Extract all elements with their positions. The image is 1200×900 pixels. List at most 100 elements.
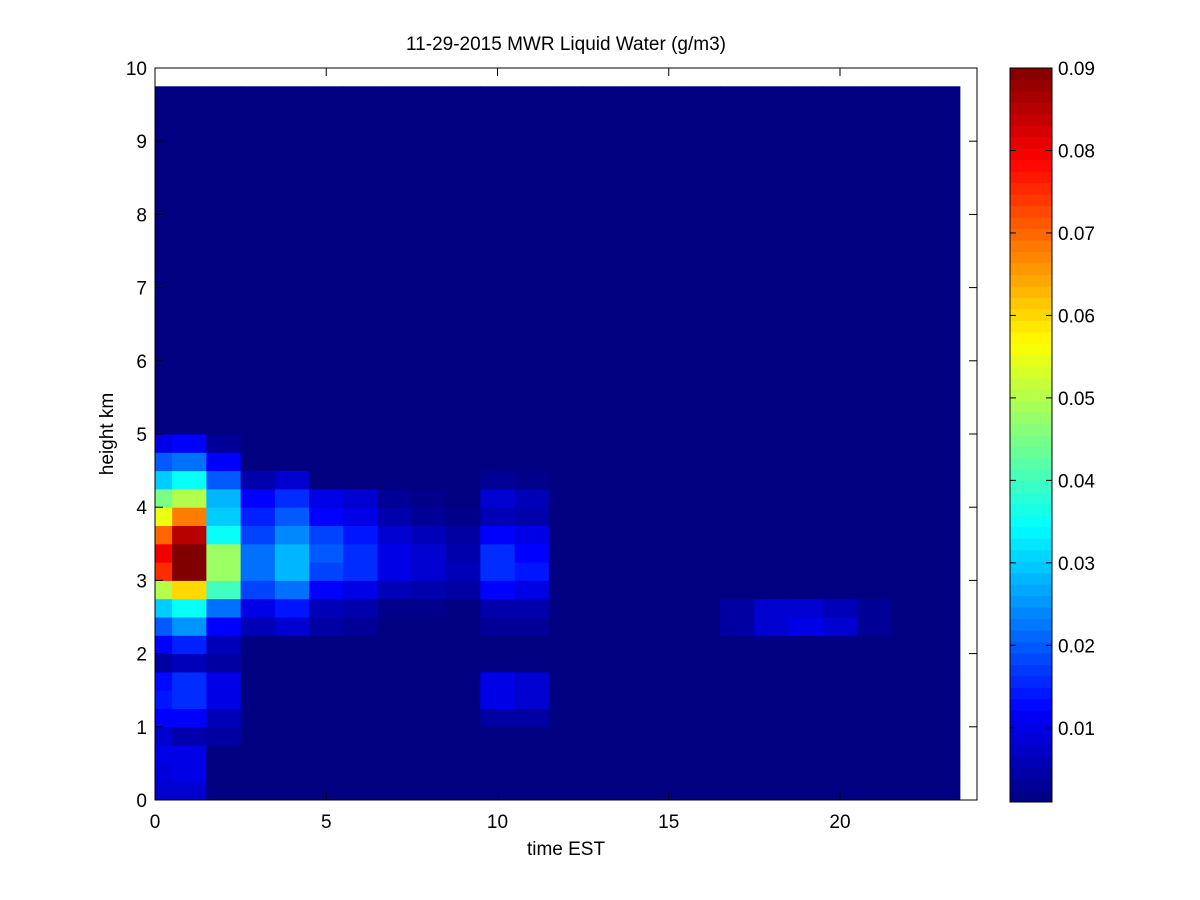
heat-cell (172, 617, 207, 636)
heat-cell (583, 726, 618, 746)
heat-cell (309, 507, 344, 526)
heat-cell (309, 562, 344, 581)
heat-cell (206, 653, 242, 673)
heat-cell (377, 653, 413, 673)
heat-cell (514, 653, 550, 673)
heat-cell (788, 745, 824, 764)
heat-cell (891, 617, 927, 636)
heat-cell (925, 763, 961, 783)
heat-cell (925, 726, 961, 746)
heat-cell (274, 562, 310, 581)
heat-cell (309, 580, 344, 600)
heat-cell (343, 598, 379, 618)
heat-cell (548, 525, 584, 545)
heat-cell (788, 86, 824, 435)
heat-cell (617, 781, 653, 801)
heat-cell (446, 708, 481, 728)
heat-cell (206, 726, 242, 746)
colorbar-step (1010, 641, 1052, 654)
heat-cell (822, 635, 858, 655)
heat-cell (720, 86, 755, 435)
heat-cell (754, 525, 790, 545)
heat-cell (155, 507, 173, 526)
heat-cell (891, 726, 927, 746)
heat-cell (925, 598, 961, 618)
heat-cell (788, 635, 824, 655)
heat-cell (548, 580, 584, 600)
heat-cell (788, 507, 824, 526)
heat-cell (548, 470, 584, 490)
heat-cell (155, 653, 173, 673)
heat-cell (309, 598, 344, 618)
heat-cell (411, 745, 447, 764)
colorbar-step (1010, 159, 1052, 172)
colorbar-step (1010, 687, 1052, 700)
heat-cell (685, 763, 721, 783)
heat-cell (155, 86, 173, 435)
heat-cell (411, 562, 447, 581)
heat-cell (925, 617, 961, 636)
heat-cell (617, 617, 653, 636)
heat-cell (240, 690, 276, 709)
heat-cell (172, 598, 207, 618)
heat-cell (480, 653, 516, 673)
heat-cell (651, 635, 687, 655)
heat-cell (583, 671, 618, 691)
heat-cell (822, 598, 858, 618)
colorbar-step (1010, 125, 1052, 138)
heat-cell (480, 488, 516, 508)
heat-cell (857, 763, 892, 783)
colorbar-tick-label: 0.08 (1058, 141, 1095, 162)
colorbar-step (1010, 618, 1052, 631)
colorbar-step (1010, 629, 1052, 642)
heat-cell (514, 452, 550, 472)
heat-cell (343, 726, 379, 746)
heat-cell (377, 708, 413, 728)
heat-cell (857, 708, 892, 728)
heat-cell (343, 86, 379, 435)
heat-cell (857, 690, 892, 709)
heat-cell (822, 726, 858, 746)
heat-cell (617, 86, 653, 435)
y-axis-label: height km (97, 393, 118, 475)
heat-cell (206, 671, 242, 691)
heat-cell (857, 452, 892, 472)
heat-cell (514, 598, 550, 618)
heat-cell (617, 763, 653, 783)
heat-cell (583, 562, 618, 581)
heat-cell (480, 598, 516, 618)
heat-cell (155, 452, 173, 472)
heat-cell (172, 488, 207, 508)
heat-cell (651, 525, 687, 545)
heat-cell (583, 580, 618, 600)
heat-cell (891, 708, 927, 728)
heat-cell (651, 598, 687, 618)
heat-cell (411, 781, 447, 801)
colorbar-step (1010, 492, 1052, 505)
heat-cell (891, 598, 927, 618)
heat-cell (309, 543, 344, 563)
heat-cell (514, 781, 550, 801)
colorbar-step (1010, 710, 1052, 723)
heat-cell (446, 488, 481, 508)
heat-cell (240, 507, 276, 526)
heat-cell (514, 708, 550, 728)
heat-cell (548, 617, 584, 636)
heat-cell (377, 580, 413, 600)
heat-cell (548, 562, 584, 581)
heat-cell (514, 763, 550, 783)
colorbar-step (1010, 515, 1052, 528)
heat-cell (822, 525, 858, 545)
colorbar-step (1010, 331, 1052, 344)
x-tick-label: 5 (321, 812, 332, 833)
heat-cell (377, 562, 413, 581)
heat-cell (514, 726, 550, 746)
heat-cell (377, 763, 413, 783)
heat-cell (685, 635, 721, 655)
colorbar-step (1010, 480, 1052, 493)
heat-cell (754, 452, 790, 472)
colorbar-step (1010, 377, 1052, 390)
heat-cell (309, 635, 344, 655)
heat-cell (309, 470, 344, 490)
heat-cell (788, 434, 824, 453)
